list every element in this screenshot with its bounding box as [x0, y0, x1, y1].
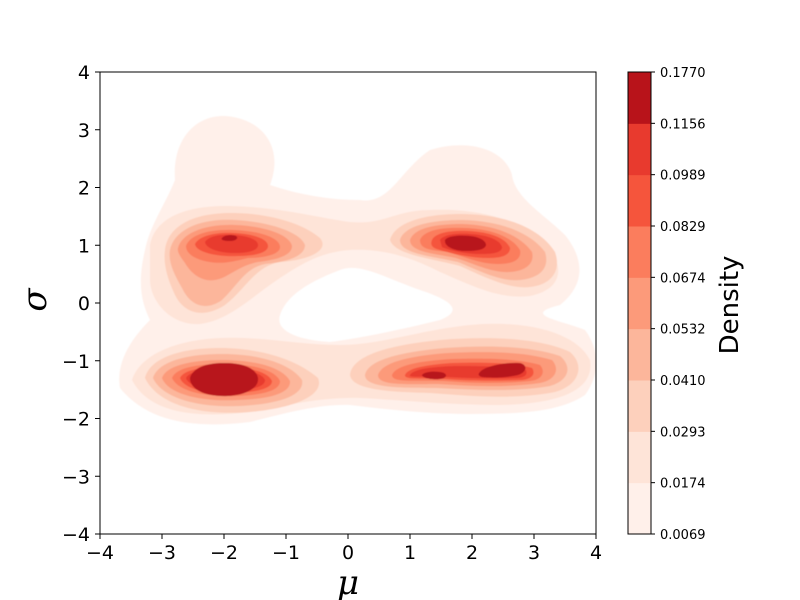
- y-tick-label: 0: [78, 293, 90, 315]
- colorbar-tick-label: 0.0532: [660, 323, 706, 338]
- colorbar-tick-label: 0.0174: [660, 477, 706, 492]
- x-tick-label: −2: [210, 542, 238, 564]
- colorbar-band: [628, 277, 651, 330]
- x-tick-label: −4: [86, 542, 114, 564]
- colorbar-tick-label: 0.0829: [660, 220, 706, 235]
- y-tick-label: −2: [62, 409, 90, 431]
- x-tick-label: 0: [342, 542, 354, 564]
- colorbar-tick-label: 0.0293: [660, 425, 706, 440]
- colorbar-tick-label: 0.0989: [660, 169, 706, 184]
- y-tick-label: −4: [62, 524, 90, 546]
- x-tick-label: −3: [148, 542, 176, 564]
- y-tick-label: −1: [62, 351, 90, 373]
- y-tick-label: 2: [78, 178, 90, 200]
- colorbar-tick-label: 0.0674: [660, 271, 706, 286]
- colorbar-band: [628, 226, 651, 278]
- y-axis-label: σ: [15, 288, 55, 312]
- colorbar-label: Density: [715, 256, 745, 355]
- x-tick-label: 2: [466, 542, 478, 564]
- y-tick-label: 4: [78, 62, 90, 84]
- contour-peak: [190, 234, 526, 397]
- x-tick-label: 4: [590, 542, 602, 564]
- y-tick-label: 3: [78, 120, 90, 142]
- y-tick-label: −3: [62, 466, 90, 488]
- colorbar-tick-label: 0.1156: [660, 117, 706, 132]
- y-tick-label: 1: [78, 235, 90, 257]
- colorbar-band: [628, 72, 651, 124]
- x-axis: −4 −3 −2 −1 0 1 2 3 4: [86, 534, 602, 564]
- colorbar: 0.0069 0.0174 0.0293 0.0410 0.0532 0.0674 0.08…: [627, 66, 706, 543]
- contour-fills: [119, 115, 596, 425]
- colorbar-tick-label: 0.1770: [660, 66, 706, 81]
- x-axis-label: μ: [337, 563, 359, 600]
- colorbar-tick-label: 0.0069: [660, 528, 706, 543]
- colorbar-band: [628, 328, 651, 381]
- x-tick-label: 1: [404, 542, 416, 564]
- colorbar-band: [628, 482, 651, 535]
- colorbar-tick-label: 0.0410: [660, 374, 706, 389]
- contour-level-5: [162, 224, 556, 401]
- colorbar-band: [628, 431, 651, 484]
- colorbar-band: [628, 123, 651, 176]
- x-tick-label: −1: [272, 542, 300, 564]
- y-axis: −4 −3 −2 −1 0 1 2 3 4: [62, 62, 100, 546]
- colorbar-band: [628, 380, 651, 432]
- x-tick-label: 3: [528, 542, 540, 564]
- colorbar-band: [628, 174, 651, 227]
- colorbar-frame: [627, 71, 652, 535]
